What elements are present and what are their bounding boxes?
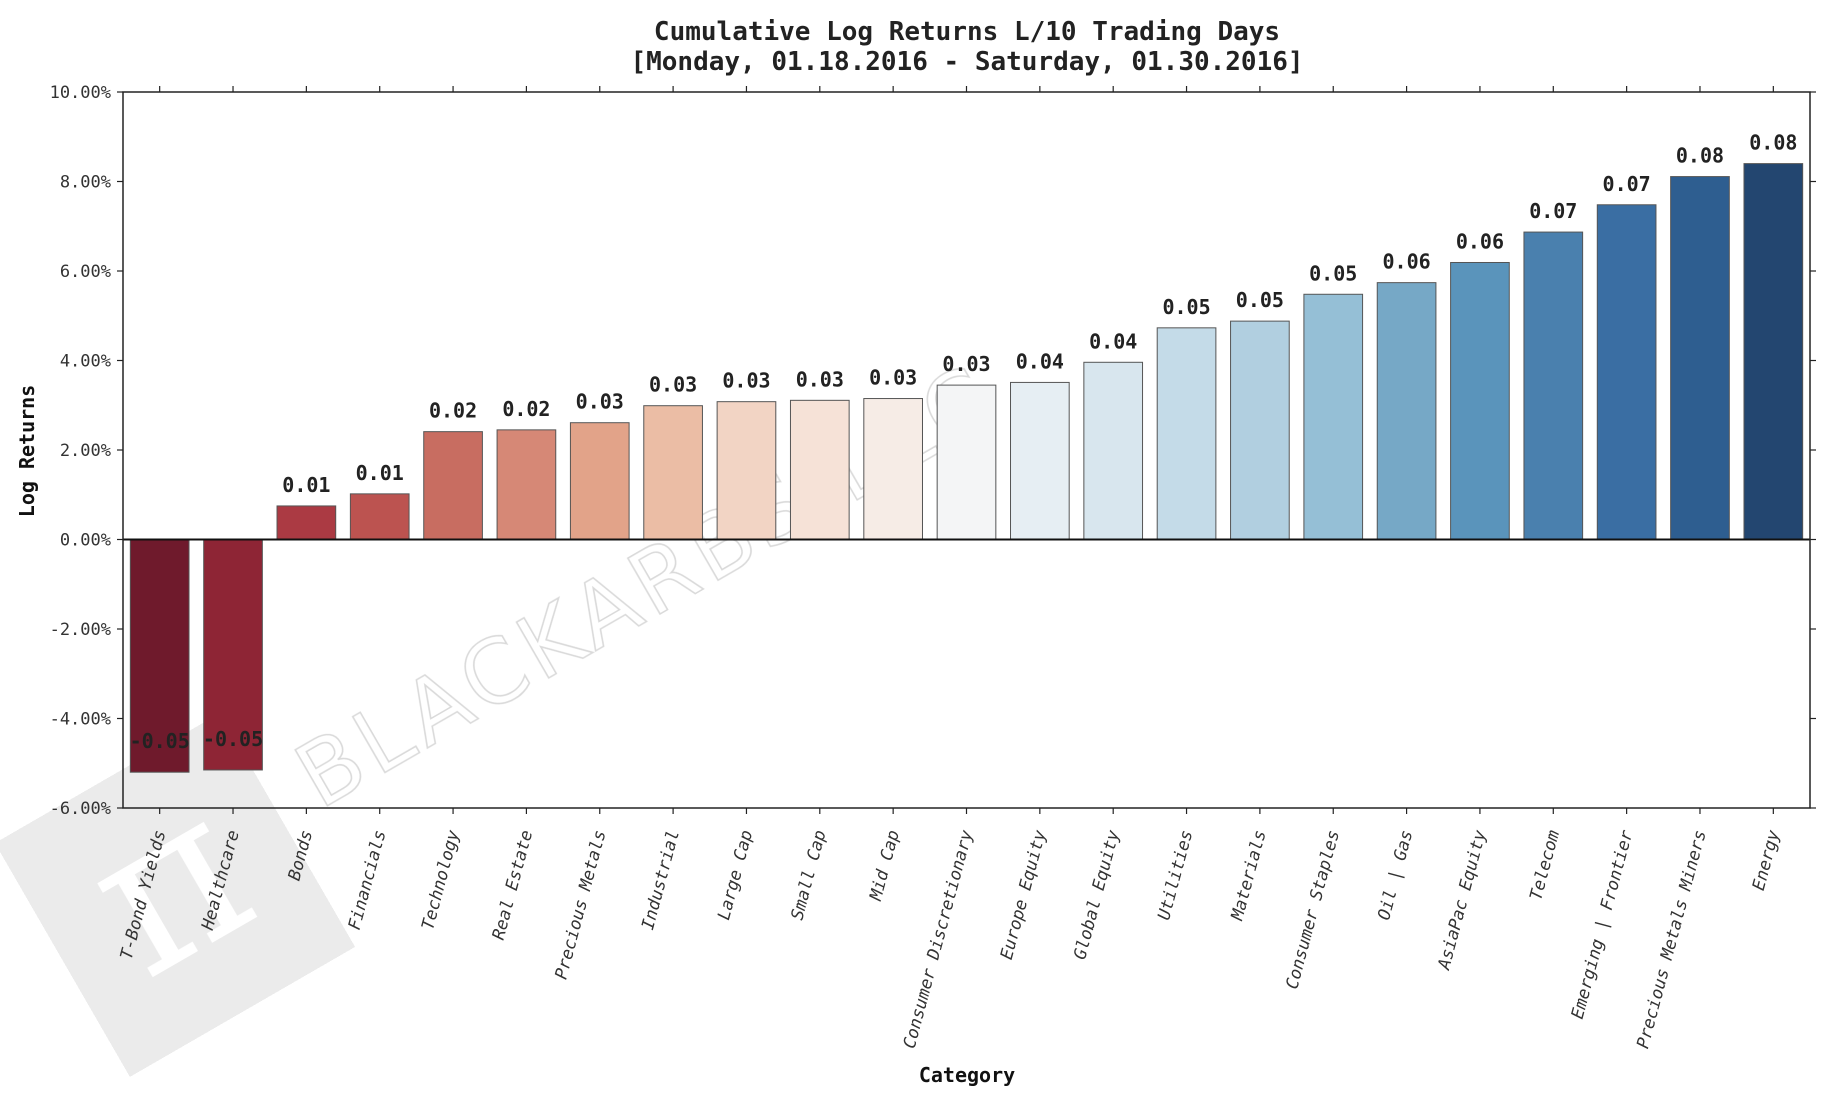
bar-value-label: 0.02 xyxy=(502,397,550,421)
x-tick-label: Oil | Gas xyxy=(1374,828,1417,922)
bar xyxy=(569,422,630,541)
bar xyxy=(1743,163,1804,540)
bar xyxy=(1450,261,1510,540)
bar-value-label: 0.08 xyxy=(1749,131,1797,155)
x-tick-label: Europe Equity xyxy=(997,827,1051,961)
y-tick-label: 8.00% xyxy=(60,173,111,193)
watermark-logo-box xyxy=(0,713,356,1077)
bar-value-label: 0.01 xyxy=(356,461,404,485)
y-tick-label: 10.00% xyxy=(50,83,111,103)
x-tick-label: Precious Metals xyxy=(552,828,611,981)
x-tick-label: Materials xyxy=(1227,828,1270,923)
bar xyxy=(1303,293,1364,540)
bar-value-label: 0.05 xyxy=(1162,295,1210,319)
x-tick-label: Large Cap xyxy=(714,828,757,922)
bar xyxy=(789,399,850,541)
x-tick-label: AsiaPac Equity xyxy=(1434,827,1491,972)
y-axis: -6.00% -4.00% -2.00% 0.00% 2.00% 4.00% 6.00% 8.… xyxy=(50,83,1816,819)
x-tick-label: Energy xyxy=(1749,827,1784,892)
bar xyxy=(643,405,703,541)
x-tick-label: Mid Cap xyxy=(866,828,904,903)
bar-value-label: 0.08 xyxy=(1676,144,1724,168)
x-tick-label: Global Equity xyxy=(1070,827,1124,961)
x-tick-label: Telecom xyxy=(1526,828,1564,902)
bar-value-label: 0.06 xyxy=(1383,250,1431,274)
bar-value-label: 0.04 xyxy=(1016,349,1064,373)
bar-value-label: 0.01 xyxy=(282,473,330,497)
bar xyxy=(936,384,997,540)
bar-value-label: 0.03 xyxy=(942,352,990,376)
bar-value-label: 0.05 xyxy=(1309,261,1357,285)
x-tick-label: Financials xyxy=(345,828,391,932)
bar xyxy=(1523,231,1584,540)
bar-value-label: 0.03 xyxy=(649,373,697,397)
bar xyxy=(1156,327,1217,540)
y-tick-label: -4.00% xyxy=(50,710,111,730)
y-tick-label: -2.00% xyxy=(50,620,111,640)
x-tick-label: Industrial xyxy=(638,828,684,932)
bars-layer xyxy=(129,163,1804,773)
bar xyxy=(1083,361,1144,541)
bar-value-label: 0.03 xyxy=(796,367,844,391)
x-tick-label: Technology xyxy=(418,827,464,932)
x-tick-label: Consumer Discretionary xyxy=(900,827,978,1050)
bar xyxy=(716,401,777,541)
chart-title: Cumulative Log Returns L/10 Trading Days xyxy=(654,17,1280,47)
x-tick-label: Consumer Staples xyxy=(1282,828,1344,991)
bar-value-label: -0.05 xyxy=(130,729,190,753)
bar-value-label: 0.07 xyxy=(1529,199,1577,223)
bar xyxy=(349,493,410,541)
y-axis-title: Log Returns xyxy=(15,385,39,517)
y-tick-label: 0.00% xyxy=(60,531,111,551)
bar xyxy=(203,539,263,771)
bar-value-label: 0.03 xyxy=(722,369,770,393)
bar xyxy=(1010,381,1070,540)
y-tick-label: -6.00% xyxy=(50,799,111,819)
bar xyxy=(1376,282,1437,540)
bar-value-label: 0.07 xyxy=(1603,172,1651,196)
bar-value-label: 0.02 xyxy=(429,399,477,423)
y-tick-label: 2.00% xyxy=(60,441,111,461)
bar xyxy=(496,429,557,540)
bar-value-label: -0.05 xyxy=(203,727,263,751)
bar-value-label: 0.06 xyxy=(1456,229,1504,253)
bar xyxy=(1670,176,1730,540)
bar-value-label: 0.05 xyxy=(1236,288,1284,312)
x-tick-label: Utilities xyxy=(1154,828,1197,922)
bar xyxy=(863,398,923,540)
bar-value-label: 0.03 xyxy=(576,390,624,414)
x-axis: T-Bond Yields Healthcare Bonds Financials Te… xyxy=(117,86,1784,1051)
x-tick-label: Small Cap xyxy=(787,828,830,922)
x-axis-title: Category xyxy=(919,1063,1015,1087)
y-tick-label: 6.00% xyxy=(60,262,111,282)
x-tick-label: Real Estate xyxy=(489,828,537,942)
y-tick-label: 4.00% xyxy=(60,352,111,372)
data-labels-layer: -0.05 -0.05 0.01 0.01 0.02 0.02 0.03 0.03 0.03 0.… xyxy=(130,131,1798,754)
x-tick-label: Precious Metals Miners xyxy=(1633,828,1711,1051)
x-tick-label: Emerging | Frontier xyxy=(1568,827,1638,1021)
bar xyxy=(1230,320,1290,540)
bar-value-label: 0.04 xyxy=(1089,329,1137,353)
bar xyxy=(129,539,190,773)
bar xyxy=(276,505,337,540)
bar-value-label: 0.03 xyxy=(869,366,917,390)
bar xyxy=(1596,204,1657,541)
bar xyxy=(423,431,483,540)
chart-subtitle: [Monday, 01.18.2016 - Saturday, 01.30.20… xyxy=(630,47,1303,77)
